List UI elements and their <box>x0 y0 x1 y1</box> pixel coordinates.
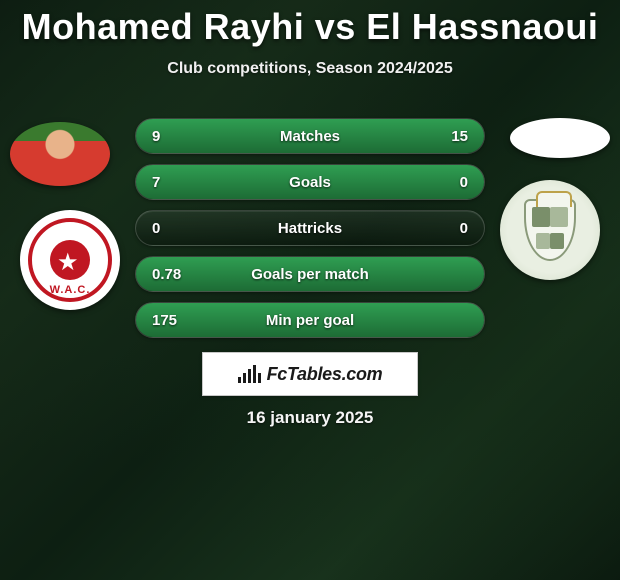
player-right-photo <box>510 118 610 158</box>
stat-value-right: 0 <box>414 174 484 191</box>
stat-label: Min per goal <box>206 312 414 329</box>
stats-container: 9 Matches 15 7 Goals 0 0 Hattricks 0 0.7… <box>135 118 485 348</box>
player-left-photo <box>10 122 110 186</box>
page-title: Mohamed Rayhi vs El Hassnaoui <box>0 0 620 48</box>
brand-box: FcTables.com <box>202 352 418 396</box>
brand-text: FcTables.com <box>267 364 383 385</box>
stat-row: 0 Hattricks 0 <box>135 210 485 246</box>
club-left-badge: ★ W.A.C. <box>20 210 120 310</box>
stat-value-left: 7 <box>136 174 206 191</box>
stat-value-left: 0.78 <box>136 266 206 283</box>
bar-chart-icon <box>238 365 261 383</box>
stat-row: 7 Goals 0 <box>135 164 485 200</box>
star-icon: ★ <box>57 248 79 277</box>
club-left-abbrev: W.A.C. <box>20 284 120 296</box>
shield-icon <box>524 199 576 261</box>
stat-value-left: 175 <box>136 312 206 329</box>
stat-value-left: 9 <box>136 128 206 145</box>
stat-value-left: 0 <box>136 220 206 237</box>
stat-label: Hattricks <box>206 220 414 237</box>
stat-label: Matches <box>206 128 414 145</box>
stat-value-right: 0 <box>414 220 484 237</box>
stat-value-right: 15 <box>414 128 484 145</box>
page-subtitle: Club competitions, Season 2024/2025 <box>0 60 620 78</box>
stat-row: 9 Matches 15 <box>135 118 485 154</box>
stat-label: Goals <box>206 174 414 191</box>
stat-row: 175 Min per goal <box>135 302 485 338</box>
date-text: 16 january 2025 <box>0 408 620 428</box>
club-right-badge <box>500 180 600 280</box>
stat-row: 0.78 Goals per match <box>135 256 485 292</box>
stat-label: Goals per match <box>206 266 414 283</box>
